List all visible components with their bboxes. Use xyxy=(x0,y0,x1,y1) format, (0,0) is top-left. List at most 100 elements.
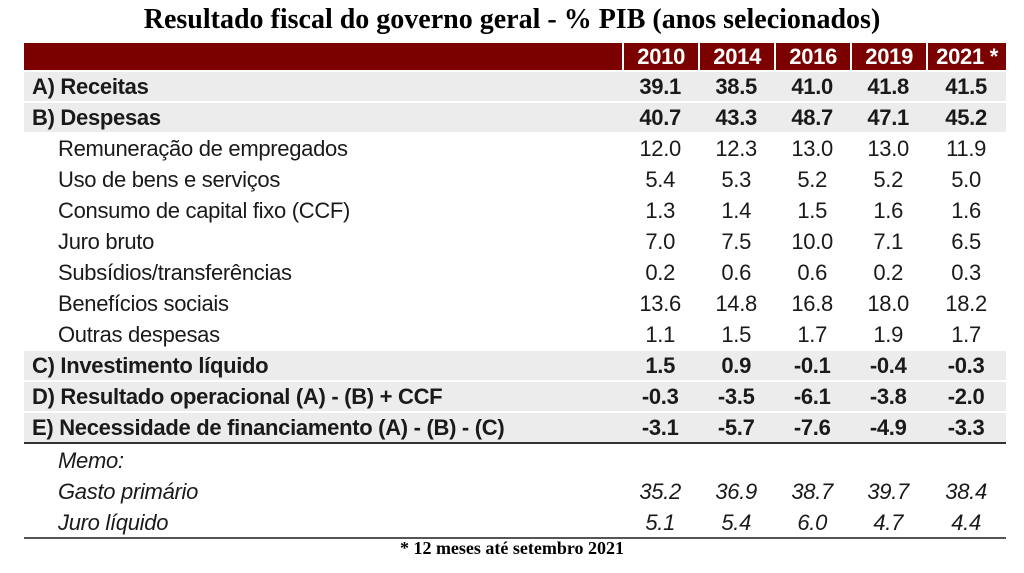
cell-value: 38.7 xyxy=(791,478,833,504)
row-label: Gasto primário xyxy=(58,478,199,504)
cell-value: 5.4 xyxy=(698,508,775,539)
cell-value: 1.7 xyxy=(951,321,981,347)
cell-value: 1.1 xyxy=(645,321,676,347)
cell-value: 5.2 xyxy=(797,166,828,192)
cell-value: 0.6 xyxy=(797,259,828,285)
cell-value: 41.0 xyxy=(774,72,851,101)
year-header: 2019 xyxy=(850,43,927,70)
table-row: D) Resultado operacional (A) - (B) + CCF… xyxy=(24,382,1006,411)
cell-value: 39.1 xyxy=(622,72,699,101)
cell-value: 6.5 xyxy=(951,228,981,254)
row-label: Remuneração de empregados xyxy=(58,135,348,161)
footnote: * 12 meses até setembro 2021 xyxy=(399,538,625,558)
table-row: Outras despesas 1.1 1.5 1.7 1.9 1.7 xyxy=(24,320,1006,349)
row-label: Outras despesas xyxy=(58,321,220,347)
cell-value: -7.6 xyxy=(774,413,851,444)
cell-value: 0.2 xyxy=(873,259,904,285)
row-label: Memo: xyxy=(58,447,124,473)
cell-value: 43.3 xyxy=(698,103,775,132)
cell-value: 13.0 xyxy=(867,135,909,161)
table-title: Resultado fiscal do governo geral - % PI… xyxy=(143,4,881,35)
cell-value: 1.6 xyxy=(951,197,981,223)
row-label: D) Resultado operacional (A) - (B) + CCF xyxy=(24,382,623,411)
cell-value: 0.3 xyxy=(951,259,981,285)
cell-value: 18.2 xyxy=(945,290,987,316)
cell-value: 5.1 xyxy=(622,508,699,539)
cell-value: 1.4 xyxy=(721,197,752,223)
cell-value: -3.3 xyxy=(926,413,1006,444)
cell-value: 47.1 xyxy=(850,103,927,132)
row-label: E) Necessidade de financiamento (A) - (B… xyxy=(24,413,623,444)
row-label: Subsídios/transferências xyxy=(58,259,292,285)
cell-value: 38.5 xyxy=(698,72,775,101)
table-row: Juro bruto 7.0 7.5 10.0 7.1 6.5 xyxy=(24,227,1006,256)
cell-value xyxy=(622,446,698,475)
row-label: Benefícios sociais xyxy=(58,290,229,316)
cell-value xyxy=(850,446,926,475)
cell-value: 1.5 xyxy=(721,321,752,347)
cell-value: 14.8 xyxy=(715,290,757,316)
cell-value: -2.0 xyxy=(926,382,1006,411)
cell-value: 1.6 xyxy=(873,197,904,223)
year-header: 2010 xyxy=(622,43,699,70)
cell-value: 38.4 xyxy=(945,478,987,504)
table-row: Memo: xyxy=(24,446,1006,475)
cell-value: 41.8 xyxy=(850,72,927,101)
table-row: Consumo de capital fixo (CCF) 1.3 1.4 1.5 1.… xyxy=(24,196,1006,225)
cell-value: 41.5 xyxy=(926,72,1006,101)
cell-value: 0.6 xyxy=(721,259,752,285)
cell-value: 0.9 xyxy=(698,351,775,380)
cell-value: 13.6 xyxy=(639,290,681,316)
cell-value: -6.1 xyxy=(774,382,851,411)
cell-value: -0.1 xyxy=(774,351,851,380)
table-row: Remuneração de empregados 12.0 12.3 13.0 13.… xyxy=(24,134,1006,163)
cell-value: 13.0 xyxy=(791,135,833,161)
cell-value: 16.8 xyxy=(791,290,833,316)
cell-value xyxy=(926,446,1006,475)
cell-value: 1.5 xyxy=(797,197,828,223)
table-row: Subsídios/transferências 0.2 0.6 0.6 0.2 0.3 xyxy=(24,258,1006,287)
table-row: A) Receitas 39.1 38.5 41.0 41.8 41.5 xyxy=(24,72,1006,101)
year-header: 2021 * xyxy=(926,43,1006,70)
cell-value: 10.0 xyxy=(791,228,833,254)
cell-value: 7.1 xyxy=(873,228,904,254)
cell-value: 1.3 xyxy=(645,197,676,223)
cell-value: 35.2 xyxy=(639,478,681,504)
cell-value: 5.2 xyxy=(873,166,904,192)
cell-value: 4.4 xyxy=(926,508,1006,539)
row-label: Consumo de capital fixo (CCF) xyxy=(58,197,351,223)
cell-value: 0.2 xyxy=(645,259,676,285)
header-blank xyxy=(24,43,623,70)
header-row: 2010 2014 2016 2019 2021 * xyxy=(24,43,1006,70)
row-label: C) Investimento líquido xyxy=(24,351,623,380)
cell-value: 5.0 xyxy=(951,166,981,192)
cell-value: 18.0 xyxy=(867,290,909,316)
table-row: Juro líquido 5.1 5.4 6.0 4.7 4.4 xyxy=(24,508,1006,539)
cell-value: 7.5 xyxy=(721,228,752,254)
cell-value: 1.5 xyxy=(622,351,699,380)
cell-value: 4.7 xyxy=(850,508,927,539)
cell-value: -4.9 xyxy=(850,413,927,444)
table-row: B) Despesas 40.7 43.3 48.7 47.1 45.2 xyxy=(24,103,1006,132)
year-header: 2014 xyxy=(698,43,775,70)
cell-value: -0.3 xyxy=(926,351,1006,380)
year-header: 2016 xyxy=(774,43,851,70)
cell-value: -3.5 xyxy=(698,382,775,411)
cell-value: 40.7 xyxy=(622,103,699,132)
table-row: Gasto primário 35.2 36.9 38.7 39.7 38.4 xyxy=(24,477,1006,506)
cell-value: 45.2 xyxy=(926,103,1006,132)
row-label: Juro bruto xyxy=(58,228,155,254)
cell-value: 11.9 xyxy=(946,135,987,161)
cell-value: 48.7 xyxy=(774,103,851,132)
cell-value: 5.4 xyxy=(645,166,676,192)
row-label: A) Receitas xyxy=(24,72,623,101)
cell-value xyxy=(698,446,774,475)
cell-value: 1.9 xyxy=(873,321,904,347)
table-row: Benefícios sociais 13.6 14.8 16.8 18.0 18.2 xyxy=(24,289,1006,318)
cell-value xyxy=(774,446,850,475)
cell-value: 6.0 xyxy=(774,508,851,539)
cell-value: -0.4 xyxy=(850,351,927,380)
cell-value: -0.3 xyxy=(622,382,699,411)
table-row: Uso de bens e serviços 5.4 5.3 5.2 5.2 5.0 xyxy=(24,165,1006,194)
table-row: C) Investimento líquido 1.5 0.9 -0.1 -0.4 -0.… xyxy=(24,351,1006,380)
